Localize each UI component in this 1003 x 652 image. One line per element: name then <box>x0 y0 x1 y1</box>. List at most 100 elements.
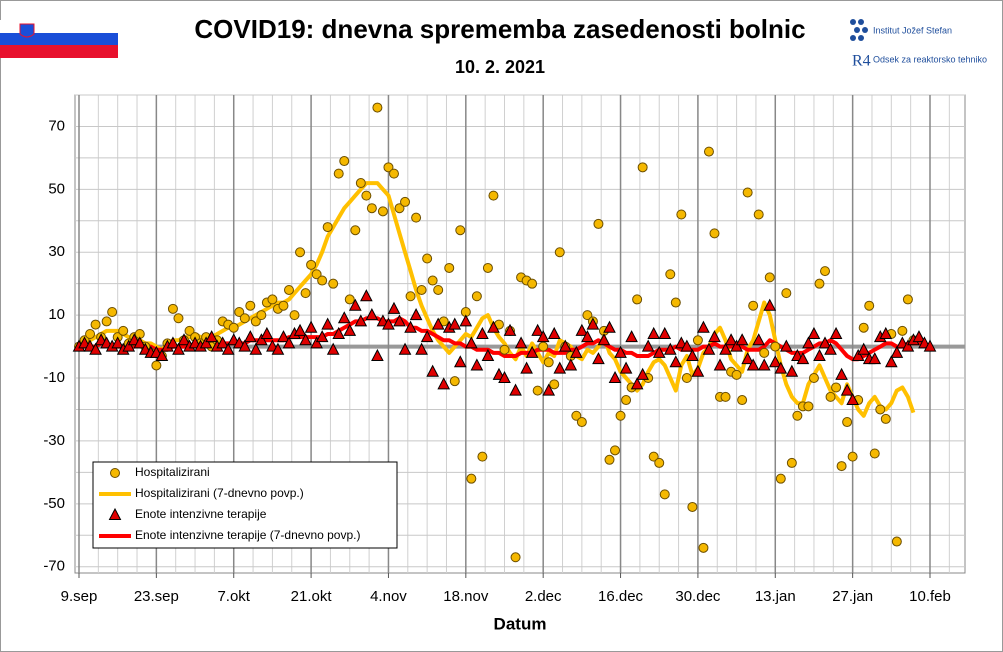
data-point <box>808 373 819 384</box>
data-point <box>621 395 632 406</box>
data-point <box>333 168 344 179</box>
data-point <box>654 457 665 468</box>
data-point <box>619 361 633 374</box>
data-point <box>337 311 351 324</box>
x-tick-label: 23.sep <box>134 588 179 605</box>
data-point <box>786 457 797 468</box>
data-point <box>151 360 162 371</box>
data-point <box>499 344 510 355</box>
data-point <box>615 410 626 421</box>
data-point <box>267 294 278 305</box>
x-tick-label: 21.okt <box>291 588 333 605</box>
data-point <box>250 316 261 327</box>
data-point <box>836 461 847 472</box>
data-point <box>488 190 499 201</box>
data-point <box>326 342 340 355</box>
data-point <box>581 330 594 343</box>
data-point <box>377 206 388 217</box>
data-point <box>636 367 649 380</box>
data-point <box>625 330 638 343</box>
data-point <box>785 364 799 377</box>
data-point <box>365 308 379 321</box>
data-point <box>394 203 405 214</box>
data-point <box>902 294 913 305</box>
data-point <box>366 203 377 214</box>
data-point <box>549 379 560 390</box>
data-point <box>409 308 423 321</box>
x-tick-label: 27.jan <box>832 588 873 605</box>
data-point <box>858 322 869 333</box>
data-point <box>315 330 329 343</box>
data-point <box>255 333 268 346</box>
data-point <box>586 317 600 330</box>
data-point <box>477 451 488 462</box>
data-point <box>912 330 926 343</box>
data-point <box>558 339 572 352</box>
data-point <box>343 323 357 336</box>
x-tick-label: 2.dec <box>525 588 562 605</box>
data-point <box>770 341 781 352</box>
data-point <box>842 417 853 428</box>
data-point <box>731 369 742 380</box>
data-point <box>482 262 493 273</box>
x-tick-label: 16.dec <box>598 588 644 605</box>
data-point <box>317 275 328 286</box>
data-point <box>818 336 832 349</box>
data-point <box>659 489 670 500</box>
data-point <box>221 342 235 355</box>
x-tick-label: 18.nov <box>443 588 489 605</box>
data-point <box>851 348 865 362</box>
data-point <box>547 326 561 339</box>
data-point <box>172 342 185 355</box>
x-tick-label: 30.dec <box>675 588 721 605</box>
data-point <box>763 298 777 311</box>
data-point <box>283 284 294 295</box>
data-point <box>422 253 433 264</box>
data-point <box>748 300 759 311</box>
data-point <box>781 288 792 299</box>
y-tick-label: 30 <box>48 243 65 260</box>
data-point <box>304 320 318 333</box>
data-point <box>448 317 462 330</box>
data-point <box>737 395 748 406</box>
data-point <box>829 326 843 339</box>
data-point <box>901 339 915 352</box>
data-point <box>328 278 339 289</box>
data-point <box>814 278 825 289</box>
y-tick-label: 50 <box>48 180 65 197</box>
data-point <box>509 383 522 396</box>
data-point <box>387 301 401 314</box>
x-axis-label: Datum <box>494 614 547 633</box>
data-point <box>437 377 451 390</box>
data-point <box>101 316 112 327</box>
data-point <box>564 358 578 371</box>
data-point <box>420 330 434 343</box>
data-point <box>167 303 178 314</box>
y-tick-label: -70 <box>43 558 65 575</box>
data-point <box>306 259 317 270</box>
data-point <box>735 333 749 346</box>
data-point <box>444 262 455 273</box>
data-point <box>465 336 478 349</box>
chart-subtitle: 10. 2. 2021 <box>455 57 545 77</box>
data-point <box>864 300 875 311</box>
data-point <box>355 178 366 189</box>
data-point <box>610 445 621 456</box>
data-point <box>686 348 699 362</box>
data-point <box>426 364 439 377</box>
data-point <box>322 222 333 233</box>
data-point <box>216 336 230 349</box>
data-point <box>880 413 891 424</box>
data-point <box>339 156 350 167</box>
data-point <box>260 326 274 339</box>
data-point <box>122 339 136 352</box>
logo-text: Institut Jožef Stefan <box>873 25 952 35</box>
data-point <box>741 352 754 365</box>
data-point <box>177 333 191 346</box>
data-point <box>405 291 416 302</box>
data-point <box>453 355 467 368</box>
data-point <box>692 335 703 346</box>
data-point <box>245 300 256 311</box>
data-point <box>239 313 250 324</box>
